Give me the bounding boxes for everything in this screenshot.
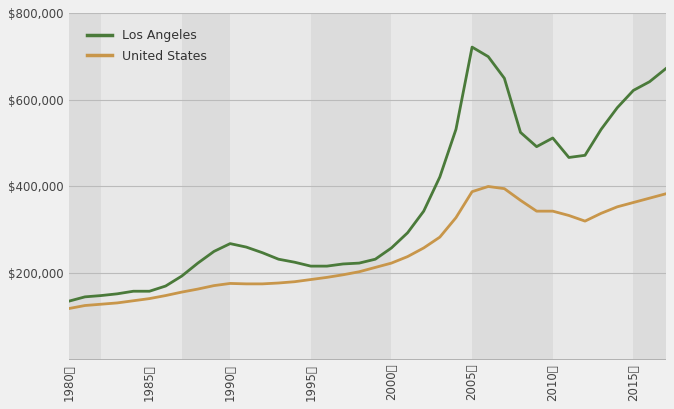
Los Angeles	[290, 260, 299, 265]
United States	[129, 298, 137, 303]
United States	[404, 254, 412, 259]
Los Angeles	[565, 155, 573, 160]
Line: Los Angeles: Los Angeles	[69, 47, 666, 301]
United States	[226, 281, 234, 286]
Bar	[634, 13, 666, 360]
United States	[65, 306, 73, 311]
Bar	[230, 13, 311, 360]
United States	[549, 209, 557, 213]
Los Angeles	[339, 261, 347, 266]
United States	[274, 281, 282, 285]
United States	[162, 293, 170, 298]
United States	[146, 296, 154, 301]
Line: United States: United States	[69, 187, 666, 308]
Los Angeles	[500, 76, 508, 81]
Bar	[311, 13, 392, 360]
United States	[355, 269, 363, 274]
Bar	[472, 13, 553, 360]
Los Angeles	[65, 299, 73, 303]
United States	[307, 277, 315, 282]
United States	[646, 196, 654, 201]
Los Angeles	[452, 127, 460, 132]
United States	[597, 211, 605, 216]
United States	[194, 287, 202, 292]
United States	[500, 186, 508, 191]
United States	[565, 213, 573, 218]
United States	[371, 265, 379, 270]
Los Angeles	[516, 130, 524, 135]
Bar	[553, 13, 634, 360]
United States	[178, 290, 186, 294]
Los Angeles	[532, 144, 541, 149]
United States	[113, 301, 121, 306]
Los Angeles	[113, 291, 121, 296]
Los Angeles	[307, 264, 315, 269]
Los Angeles	[436, 175, 444, 180]
Los Angeles	[630, 88, 638, 93]
Los Angeles	[146, 289, 154, 294]
Legend: Los Angeles, United States: Los Angeles, United States	[81, 23, 214, 69]
United States	[258, 281, 266, 286]
United States	[81, 303, 89, 308]
Los Angeles	[597, 127, 605, 132]
United States	[662, 191, 670, 196]
Los Angeles	[484, 54, 492, 59]
Los Angeles	[210, 249, 218, 254]
United States	[210, 283, 218, 288]
Los Angeles	[129, 289, 137, 294]
United States	[516, 198, 524, 203]
United States	[97, 302, 105, 307]
Los Angeles	[355, 261, 363, 265]
Bar	[392, 13, 472, 360]
United States	[613, 204, 621, 209]
Los Angeles	[646, 79, 654, 84]
United States	[468, 189, 476, 194]
United States	[242, 281, 250, 286]
United States	[452, 215, 460, 220]
Los Angeles	[371, 257, 379, 262]
United States	[420, 245, 428, 250]
Bar	[69, 13, 101, 360]
Los Angeles	[468, 45, 476, 49]
Los Angeles	[226, 241, 234, 246]
United States	[388, 261, 396, 265]
United States	[532, 209, 541, 213]
Los Angeles	[549, 135, 557, 140]
Los Angeles	[404, 230, 412, 235]
Los Angeles	[162, 283, 170, 288]
Los Angeles	[581, 153, 589, 158]
United States	[630, 200, 638, 205]
Los Angeles	[242, 245, 250, 249]
Los Angeles	[258, 250, 266, 255]
United States	[323, 275, 331, 280]
United States	[290, 279, 299, 284]
Los Angeles	[388, 245, 396, 250]
United States	[339, 272, 347, 277]
Bar	[101, 13, 182, 360]
United States	[436, 235, 444, 240]
Los Angeles	[81, 294, 89, 299]
United States	[581, 219, 589, 224]
Los Angeles	[613, 105, 621, 110]
Los Angeles	[274, 257, 282, 262]
Los Angeles	[420, 209, 428, 213]
United States	[484, 184, 492, 189]
Los Angeles	[323, 264, 331, 269]
Los Angeles	[662, 66, 670, 71]
Bar	[182, 13, 230, 360]
Los Angeles	[178, 274, 186, 279]
Los Angeles	[97, 293, 105, 298]
Los Angeles	[194, 261, 202, 265]
